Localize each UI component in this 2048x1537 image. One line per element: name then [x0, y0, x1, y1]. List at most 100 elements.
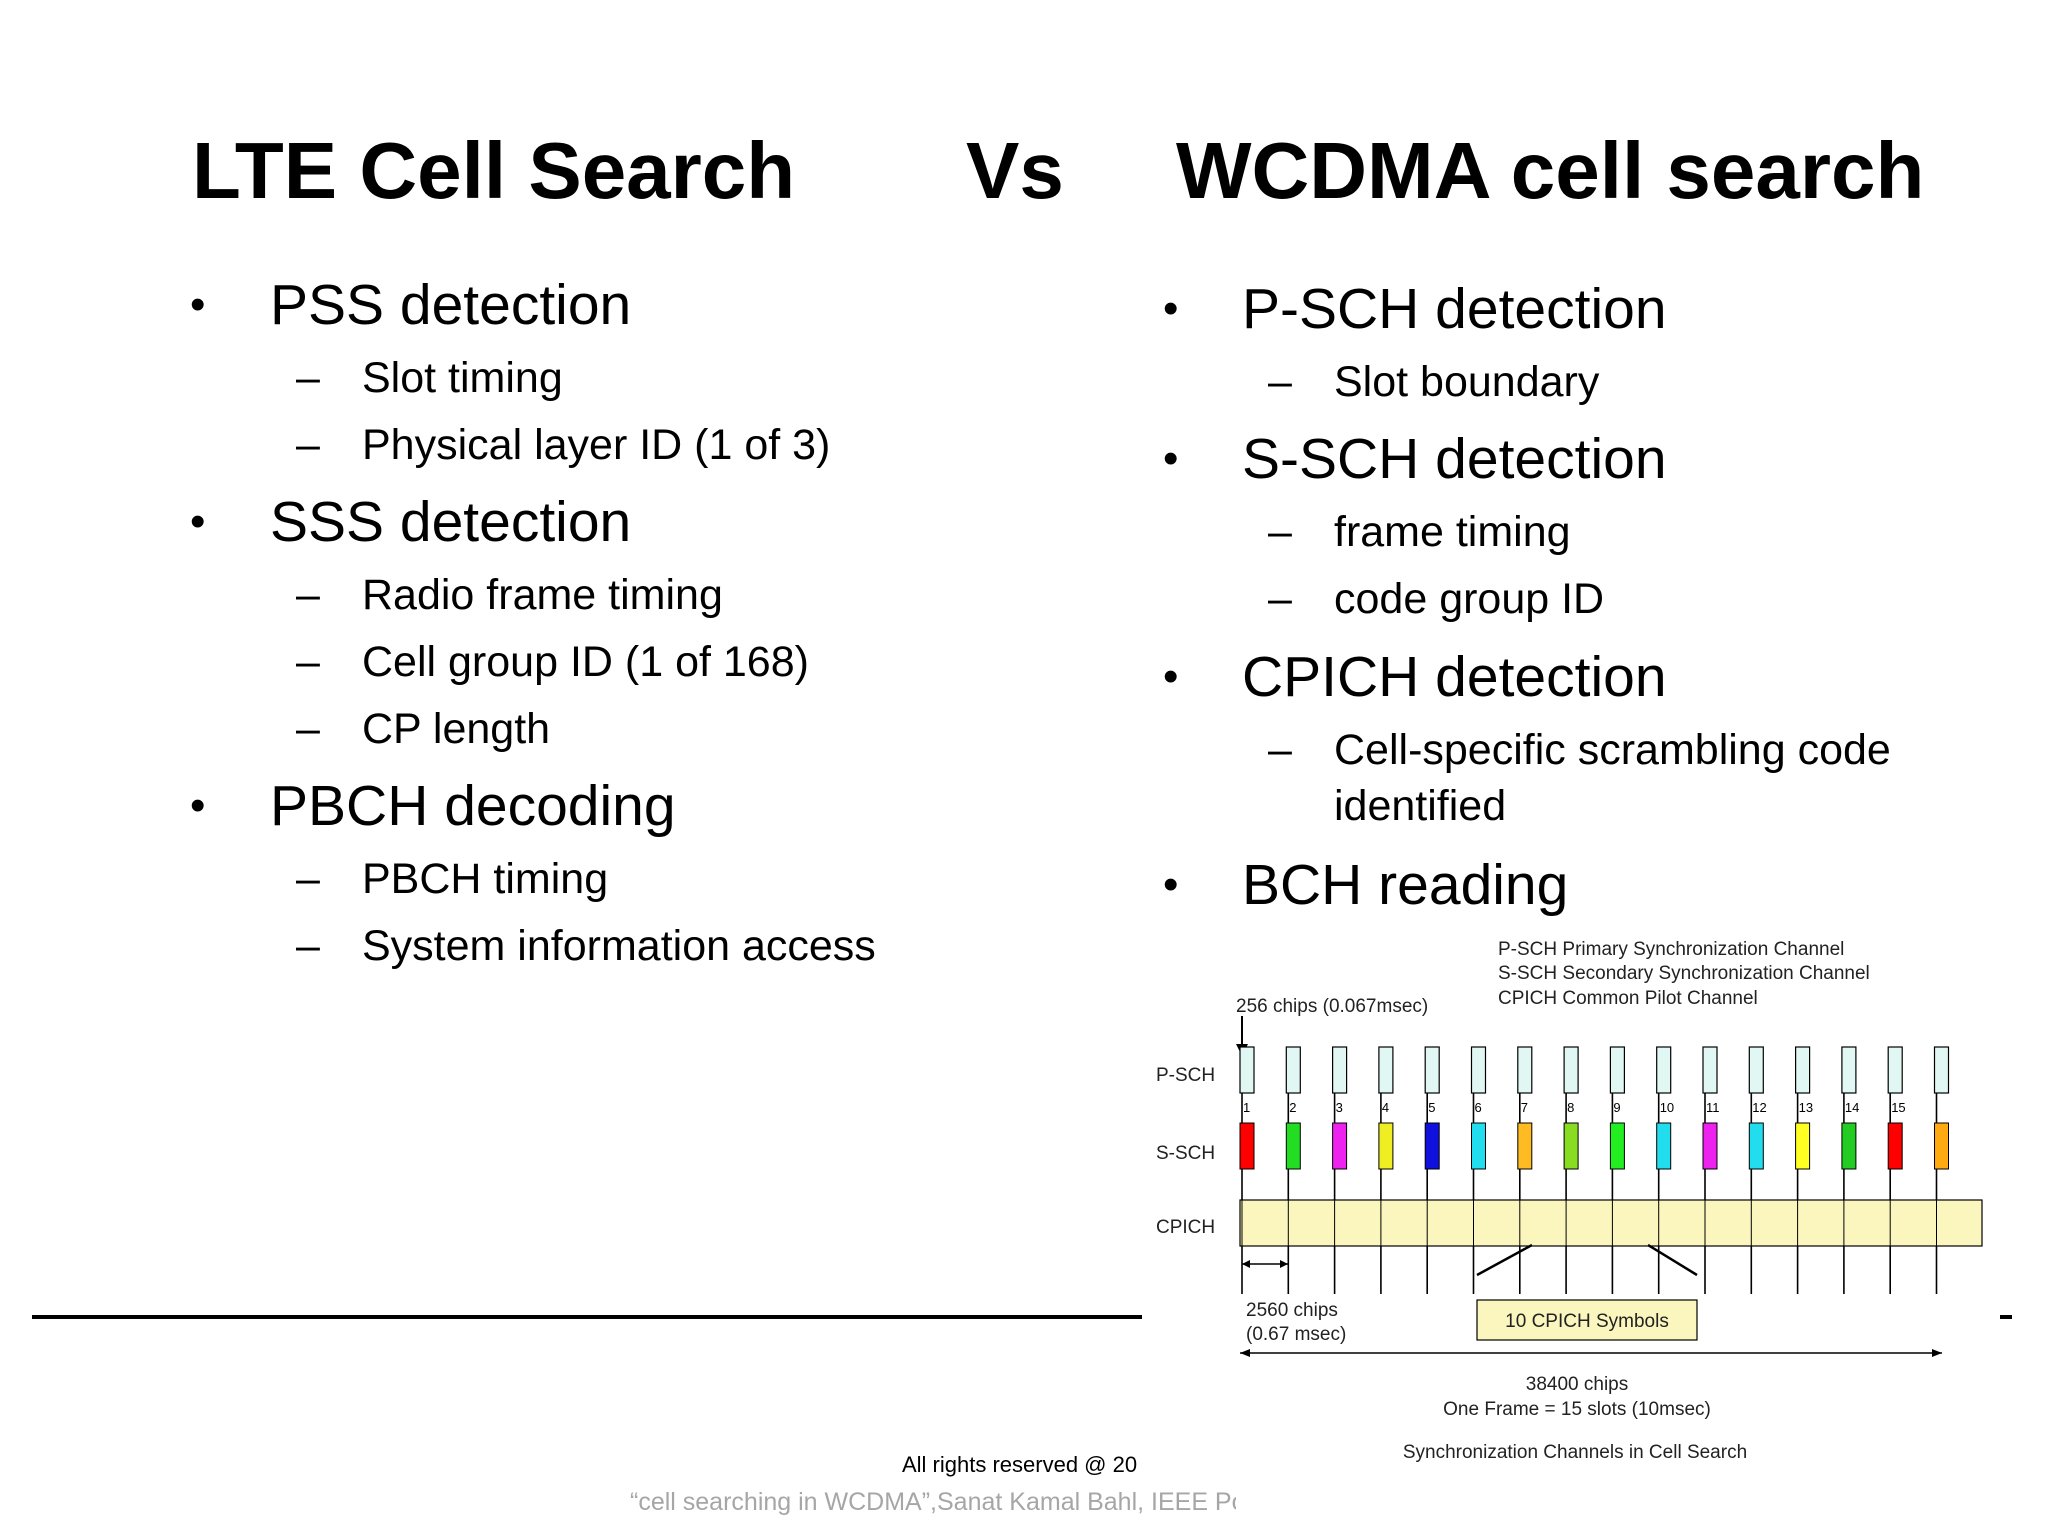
psch-pulse [1794, 1046, 1811, 1094]
cpich-slot-ticks [1241, 1200, 1937, 1246]
sync-channels-diagram: P-SCH Primary Synchronization Channel S-… [1156, 920, 2000, 1537]
ssch-pulse [1332, 1122, 1348, 1170]
psch-pulse [1887, 1046, 1903, 1094]
wcdma-item-bch: BCH reading [1242, 853, 1569, 917]
wcdma-item-psch: P-SCH detection [1242, 277, 1667, 341]
lte-item-pss: PSS detection [270, 273, 632, 337]
slot-arrow-right [1280, 1260, 1288, 1268]
slot-number: 5 [1428, 1100, 1435, 1115]
slot-numbers: 1 2 3 4 5 6 7 8 9 10 11 12 13 14 15 [1243, 1100, 1906, 1115]
psch-pulse [1517, 1046, 1533, 1094]
frame-slots-label: One Frame = 15 slots (10msec) [1443, 1399, 1711, 1420]
slot-number: 1 [1243, 1100, 1250, 1115]
lte-sub-item: PBCH timing [362, 855, 609, 903]
psch-pulse [1933, 1046, 1950, 1094]
psch-pulse [1424, 1046, 1440, 1094]
frame-chips-label: 38400 chips [1526, 1374, 1628, 1395]
title-wcdma: WCDMA cell search [1176, 126, 1925, 215]
psch-pulse [1563, 1046, 1579, 1094]
ssch-pulse [1285, 1122, 1301, 1170]
ssch-pulse [1563, 1122, 1579, 1170]
lte-item-sss: SSS detection [270, 490, 632, 554]
wcdma-sub-item: identified [1334, 782, 1507, 830]
dash-glyph: – [296, 421, 320, 469]
psch-pulse [1285, 1046, 1301, 1094]
psch-pulse [1239, 1046, 1255, 1094]
frame-arrow-left [1240, 1349, 1250, 1357]
lte-item-pbch: PBCH decoding [270, 774, 676, 838]
legend-psch: P-SCH Primary Synchronization Channel [1498, 939, 1844, 960]
ssch-pulse [1934, 1122, 1949, 1170]
ssch-pulse [1887, 1122, 1903, 1170]
legend-cpich: CPICH Common Pilot Channel [1498, 988, 1758, 1009]
ssch-pulse [1748, 1122, 1764, 1170]
slot-arrow-left [1242, 1260, 1250, 1268]
psch-pulse [1332, 1046, 1348, 1094]
slot-number: 12 [1752, 1100, 1766, 1115]
slot-number: 3 [1336, 1100, 1343, 1115]
legend-ssch: S-SCH Secondary Synchronization Channel [1498, 963, 1870, 984]
zoom-line-left [1476, 1243, 1533, 1277]
bullet-glyph: • [1163, 434, 1179, 483]
ssch-pulse [1609, 1122, 1625, 1170]
psch-pulse [1656, 1046, 1672, 1094]
lte-sub-item: Cell group ID (1 of 168) [362, 638, 809, 686]
dash-glyph: – [296, 571, 320, 619]
dash-glyph: – [296, 638, 320, 686]
dash-glyph: – [1268, 358, 1292, 406]
slot-number: 6 [1475, 1100, 1482, 1115]
lte-sub-item: CP length [362, 705, 551, 753]
slot-chips-label: 2560 chips [1246, 1300, 1338, 1321]
dash-glyph: – [296, 922, 320, 970]
ssch-pulse [1517, 1122, 1533, 1170]
slot-number: 9 [1613, 1100, 1620, 1115]
slot-number: 8 [1567, 1100, 1574, 1115]
bullet-glyph: • [190, 497, 206, 546]
sync-channels-figure: P-SCH Primary Synchronization Channel S-… [1140, 920, 2000, 1537]
title-lte: LTE Cell Search [192, 126, 796, 215]
row-label-cpich: CPICH [1156, 1217, 1215, 1238]
row-label-psch: P-SCH [1156, 1065, 1215, 1086]
dash-glyph: – [1268, 726, 1292, 774]
slot-number: 11 [1706, 1100, 1720, 1115]
ssch-pulse [1841, 1122, 1857, 1170]
slide-divider-left [32, 1315, 1142, 1319]
psch-pulses [1239, 1046, 1950, 1094]
lte-sub-item: Slot timing [362, 354, 563, 402]
bullet-glyph: • [1163, 284, 1179, 333]
ssch-pulses [1239, 1122, 1949, 1170]
wcdma-sub-item: frame timing [1334, 508, 1571, 556]
psch-pulse [1378, 1046, 1394, 1094]
bullet-glyph: • [1163, 860, 1179, 909]
slot-number: 15 [1891, 1100, 1905, 1115]
wcdma-sub-item: Cell-specific scrambling code [1334, 726, 1891, 774]
psch-pulse [1748, 1046, 1764, 1094]
wcdma-item-cpich: CPICH detection [1242, 645, 1667, 709]
psch-pulse [1470, 1046, 1487, 1094]
footer-rights: All rights reserved @ 20 [902, 1452, 1138, 1477]
cpich-symbols-box [1476, 1299, 1698, 1341]
ssch-pulse [1656, 1122, 1672, 1170]
cpich-bar [1239, 1199, 1983, 1247]
dash-glyph: – [296, 705, 320, 753]
slot-number: 14 [1845, 1100, 1859, 1115]
frame-arrow-right [1932, 1349, 1942, 1357]
ssch-pulse [1378, 1122, 1394, 1170]
slot-number: 7 [1521, 1100, 1528, 1115]
dash-glyph: – [296, 855, 320, 903]
ssch-pulse [1795, 1122, 1811, 1170]
wcdma-sub-item: code group ID [1334, 575, 1605, 623]
slot-number: 4 [1382, 1100, 1389, 1115]
slot-duration-label: (0.67 msec) [1246, 1324, 1346, 1345]
psch-pulse [1609, 1046, 1625, 1094]
dash-glyph: – [296, 354, 320, 402]
wcdma-item-ssch: S-SCH detection [1242, 427, 1667, 491]
zoom-line-right [1647, 1243, 1698, 1277]
dash-glyph: – [1268, 575, 1292, 623]
psch-pulse [1702, 1046, 1718, 1094]
ssch-pulse [1471, 1122, 1486, 1170]
lte-sub-item: Radio frame timing [362, 571, 723, 619]
slot-number: 10 [1660, 1100, 1674, 1115]
title-vs: Vs [966, 126, 1064, 215]
row-label-ssch: S-SCH [1156, 1143, 1215, 1164]
